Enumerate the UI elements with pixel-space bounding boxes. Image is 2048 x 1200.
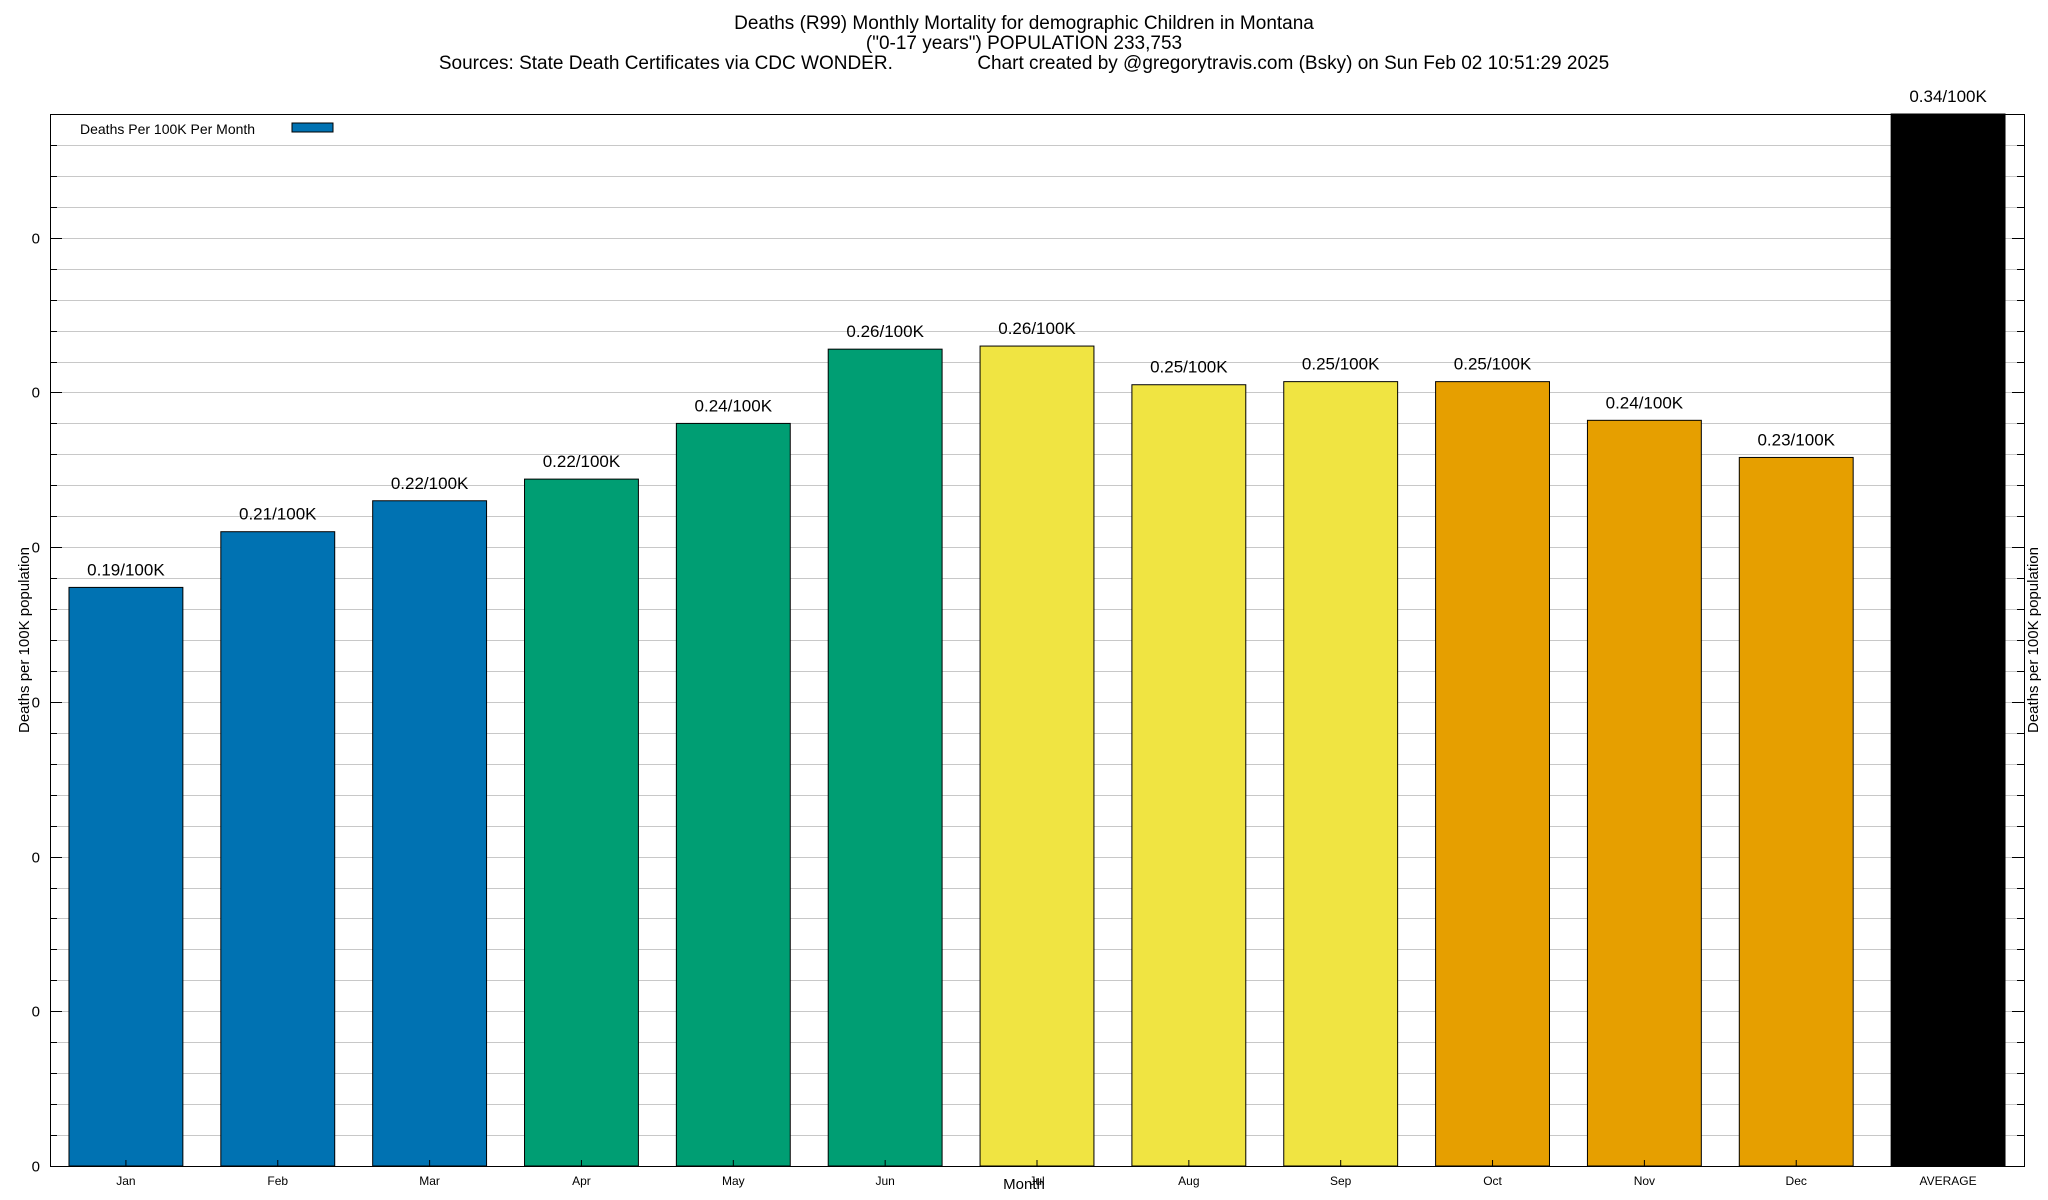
bar-jan [68,586,184,1167]
bar-jul [979,345,1095,1167]
bar-value-label: 0.34/100K [1909,87,1987,106]
x-tick-label: Feb [267,1174,288,1188]
x-tick-label: May [722,1174,745,1188]
x-tick-label: Sep [1330,1174,1352,1188]
bar-sep [1283,381,1399,1167]
x-tick-label: Dec [1786,1174,1807,1188]
x-axis-label: Month [1003,1176,1045,1193]
bar-value-label: 0.23/100K [1757,430,1835,449]
chart-subtitle: ("0-17 years") POPULATION 233,753 [865,33,1183,54]
bar-mar [372,500,488,1167]
chart-title-block: Deaths (R99) Monthly Mortality for demog… [0,14,2048,74]
bar-value-label: 0.25/100K [1302,355,1380,374]
y-tick-label: 0 [32,1004,40,1021]
chart-title: Deaths (R99) Monthly Mortality for demog… [734,13,1314,34]
bar-value-label: 0.21/100K [239,505,317,524]
y-axis-label: Deaths per 100K population [16,547,33,733]
bar-value-label: 0.26/100K [998,319,1076,338]
y2-axis-label: Deaths per 100K population [2025,547,2042,733]
x-tick-label: Mar [419,1174,440,1188]
bar-value-label: 0.25/100K [1150,358,1228,377]
y-tick-label: 0 [32,231,40,248]
x-tick-label: Apr [572,1174,591,1188]
x-tick-label: Nov [1634,1174,1655,1188]
bar-jun [827,348,943,1167]
bar-value-label: 0.26/100K [846,322,924,341]
legend-swatch [291,122,334,133]
plot-border [50,114,2025,1167]
y-tick-label: 0 [32,695,40,712]
y-tick-label: 0 [32,1159,40,1176]
bar-aug [1131,384,1247,1167]
x-tick-label: Oct [1483,1174,1502,1188]
bar-value-label: 0.24/100K [1606,393,1684,412]
x-tick-label: Jun [875,1174,894,1188]
bar-value-label: 0.25/100K [1454,355,1532,374]
bar-average [1890,113,2006,1167]
x-tick-label: Jul [1029,1174,1044,1188]
bar-dec [1738,456,1854,1167]
y-tick-label: 0 [32,540,40,557]
bar-value-label: 0.22/100K [391,474,469,493]
bar-oct [1435,381,1550,1167]
x-tick-label: Aug [1178,1174,1199,1188]
legend-label: Deaths Per 100K Per Month [80,121,255,137]
y-tick-label: 0 [32,850,40,867]
chart-sources: Sources: State Death Certificates via CD… [438,53,1610,74]
x-tick-label: AVERAGE [1920,1174,1977,1188]
bar-apr [524,478,639,1167]
bar-nov [1586,419,1702,1167]
bar-value-label: 0.24/100K [695,396,773,415]
bar-value-label: 0.19/100K [87,560,165,579]
y-tick-label: 0 [32,385,40,402]
bar-may [675,422,791,1167]
bar-value-label: 0.22/100K [543,452,621,471]
bar-feb [220,531,336,1167]
x-tick-label: Jan [116,1174,135,1188]
